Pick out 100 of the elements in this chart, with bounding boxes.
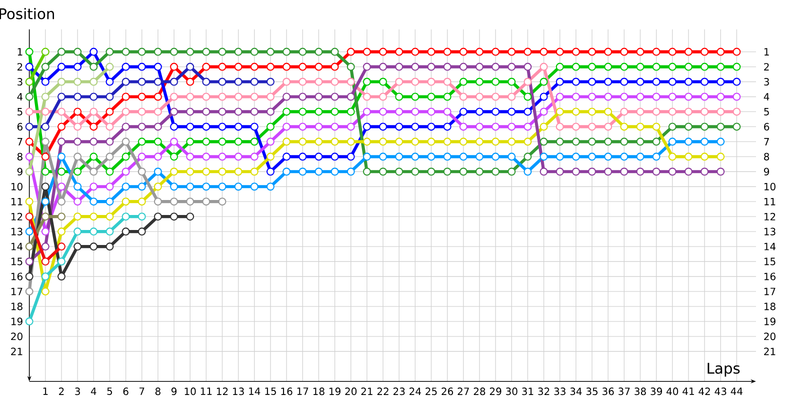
point — [572, 48, 580, 56]
point — [508, 152, 516, 161]
point — [154, 122, 162, 131]
point — [459, 122, 468, 131]
point — [524, 92, 532, 101]
point — [202, 92, 210, 101]
point — [540, 168, 548, 176]
point — [684, 48, 692, 56]
point — [411, 108, 420, 116]
x-tick-label: 21 — [361, 388, 372, 395]
y-tick-label: 2 — [17, 63, 22, 70]
point — [170, 108, 178, 116]
point — [556, 62, 564, 71]
point — [443, 62, 452, 71]
point — [202, 78, 210, 86]
point — [266, 168, 274, 176]
point — [346, 62, 355, 71]
point — [524, 48, 532, 56]
x-tick-label: 2 — [59, 388, 64, 395]
point — [90, 108, 98, 116]
point — [508, 122, 516, 131]
point — [41, 62, 50, 71]
y-tick-label: 4 — [17, 93, 23, 100]
point — [508, 62, 516, 71]
point — [90, 138, 98, 146]
point — [154, 212, 162, 221]
point — [459, 168, 468, 176]
point — [475, 62, 484, 71]
point — [636, 122, 644, 131]
x-tick-label: 18 — [313, 388, 324, 396]
point — [122, 62, 130, 71]
point — [41, 287, 50, 296]
point — [250, 48, 258, 56]
y-tick-label: 17 — [11, 288, 22, 296]
point — [154, 138, 162, 146]
point — [588, 122, 596, 131]
point — [25, 317, 34, 326]
point — [492, 138, 500, 146]
point — [346, 78, 355, 86]
point — [395, 168, 404, 176]
point — [427, 62, 436, 71]
point — [540, 152, 548, 161]
point — [74, 182, 82, 191]
point — [540, 122, 548, 131]
point — [186, 182, 194, 191]
point — [700, 62, 709, 71]
point — [218, 62, 226, 71]
point — [716, 62, 725, 71]
point — [636, 108, 644, 116]
point — [57, 212, 66, 221]
point — [379, 168, 388, 176]
point — [170, 62, 178, 71]
point — [74, 48, 82, 56]
point — [443, 78, 452, 86]
point — [620, 78, 628, 86]
point — [186, 122, 194, 131]
point — [314, 108, 323, 116]
point — [459, 62, 468, 71]
point — [122, 198, 130, 206]
point — [202, 122, 210, 131]
point — [202, 108, 210, 116]
x-tick-label: 25 — [426, 388, 437, 396]
x-tick-label: 16 — [281, 388, 292, 396]
point — [314, 62, 323, 71]
point — [684, 122, 692, 131]
point — [588, 48, 596, 56]
point — [700, 152, 709, 161]
point — [395, 48, 404, 56]
point — [716, 92, 725, 101]
point — [700, 138, 709, 146]
point — [90, 182, 98, 191]
y-tick-label: 19 — [11, 318, 22, 326]
point — [90, 92, 98, 101]
point — [57, 272, 66, 280]
point — [282, 78, 291, 86]
point — [298, 92, 307, 101]
point — [90, 152, 98, 161]
point — [250, 138, 258, 146]
point — [652, 122, 660, 131]
point — [636, 168, 644, 176]
point — [668, 62, 676, 71]
x-tick-label: 6 — [123, 388, 128, 396]
x-tick-label: 42 — [698, 388, 710, 395]
y-tick-label: 16 — [11, 272, 22, 280]
point — [604, 108, 612, 116]
point — [282, 62, 291, 71]
point — [492, 108, 500, 116]
point — [218, 108, 226, 116]
point — [74, 242, 82, 251]
point — [41, 198, 50, 206]
point — [106, 138, 114, 146]
y-tick-label: 3 — [18, 78, 22, 86]
point — [330, 168, 339, 176]
point — [395, 78, 404, 86]
point — [443, 168, 452, 176]
point — [25, 258, 34, 266]
point — [57, 62, 66, 71]
x-tick-label: 23 — [393, 388, 405, 396]
point — [556, 78, 564, 86]
point — [298, 152, 307, 161]
